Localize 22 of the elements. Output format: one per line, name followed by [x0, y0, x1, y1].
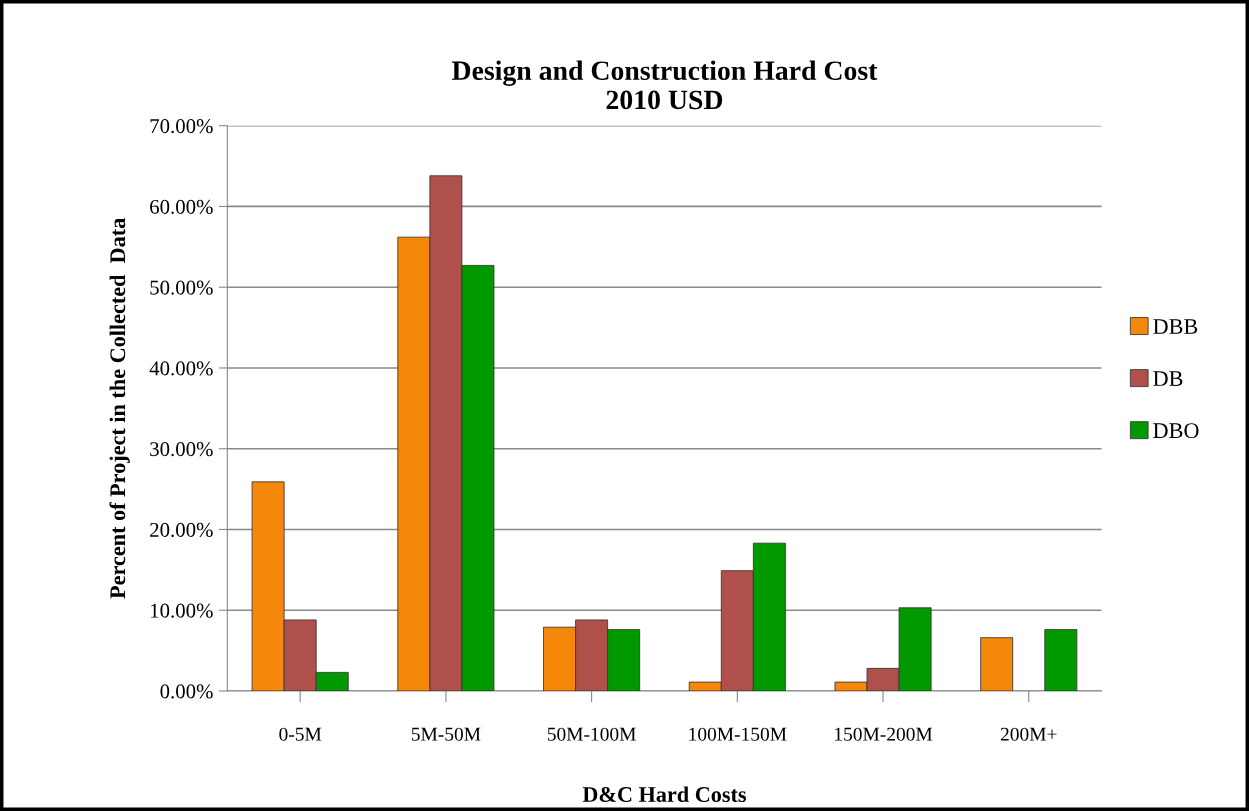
x-tick-label: 0-5M	[279, 727, 322, 741]
x-axis-title: D&C Hard Costs	[582, 786, 747, 803]
legend-label: DBB	[1153, 319, 1198, 334]
y-tick-label: 30.00%	[150, 442, 213, 457]
y-tick-label: 70.00%	[150, 119, 213, 134]
legend-label: DBO	[1153, 423, 1199, 439]
chart-title: Design and Construction Hard Cost 2010 USD	[451, 60, 878, 110]
x-tick-label: 150M-200M	[835, 727, 933, 741]
bar	[980, 637, 1014, 691]
y-tick-label: 10.00%	[151, 603, 213, 618]
x-tick-label: 50M-100M	[547, 727, 636, 741]
legend-label: DB	[1153, 371, 1183, 386]
bar	[1044, 629, 1078, 691]
x-tick-label: 200M+	[1000, 727, 1057, 741]
y-tick-label: 60.00%	[150, 199, 213, 214]
y-tick-label: 0.00%	[160, 684, 213, 699]
y-axis-title: Percent of Project in the Collected Data	[109, 218, 130, 599]
x-tick-label: 100M-150M	[689, 727, 787, 741]
y-tick-label: 20.00%	[150, 522, 213, 537]
y-tick-label: 50.00%	[150, 280, 213, 295]
x-tick-label: 5M-50M	[411, 727, 481, 741]
y-tick-label: 40.00%	[149, 361, 213, 376]
